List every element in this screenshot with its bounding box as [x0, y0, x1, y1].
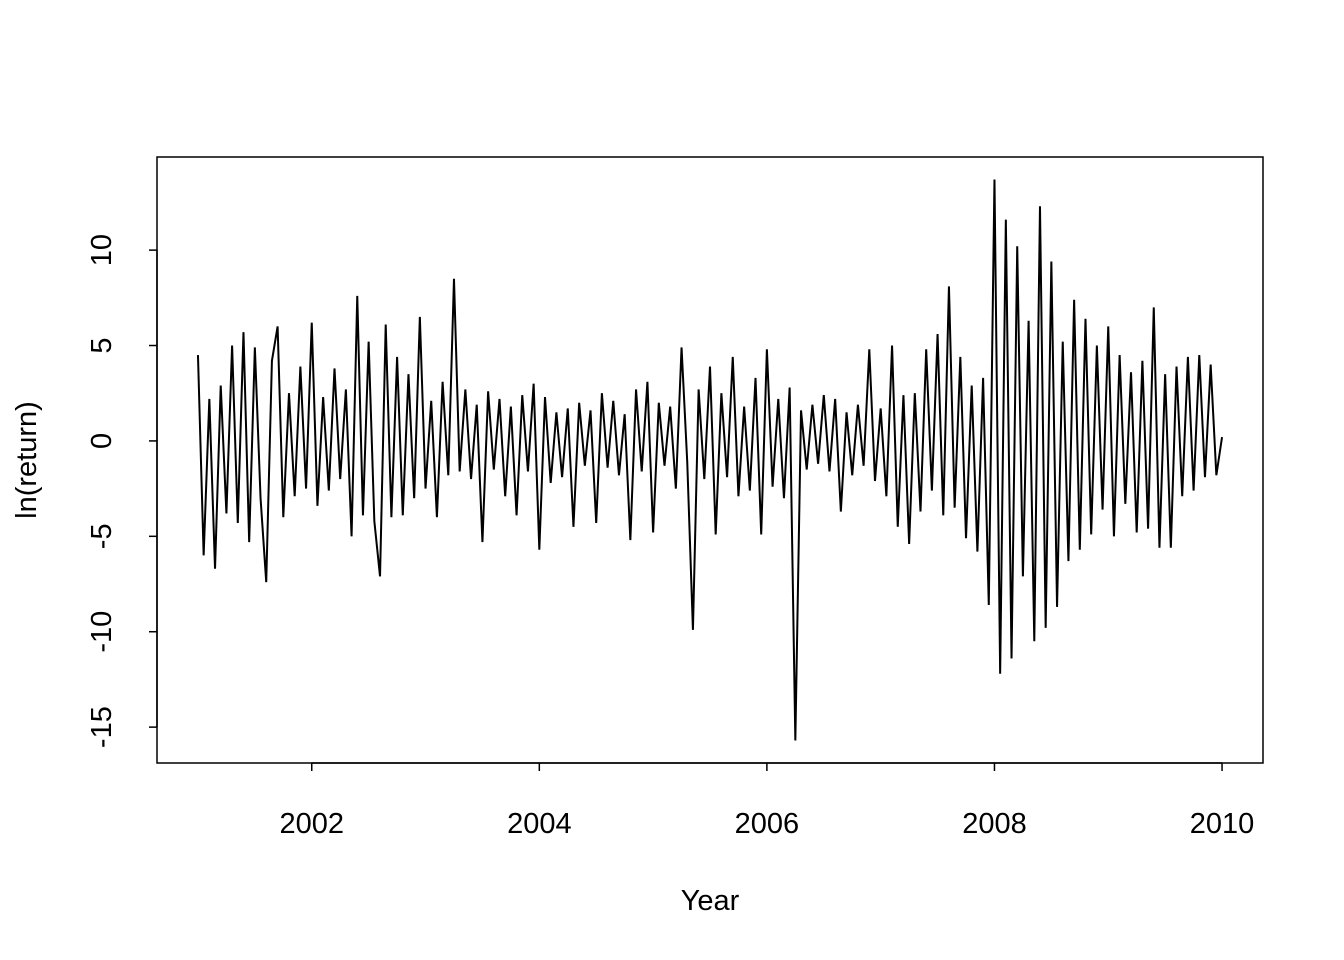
y-tick-label: -15 [86, 706, 118, 748]
x-tick-label: 2008 [962, 808, 1027, 840]
y-tick-label: -5 [86, 523, 118, 549]
plot-box [156, 156, 1264, 764]
x-tick-label: 2004 [507, 808, 572, 840]
y-tick-label: 10 [86, 234, 118, 266]
y-tick-label: 0 [86, 433, 118, 449]
y-tick-label: 5 [86, 337, 118, 353]
x-tick-label: 2010 [1190, 808, 1255, 840]
x-axis-title: Year [681, 885, 740, 917]
x-tick-label: 2006 [735, 808, 800, 840]
series-line [196, 179, 1224, 741]
x-tick-label: 2002 [279, 808, 344, 840]
y-tick-label: -10 [86, 611, 118, 653]
y-axis-title: ln(return) [11, 401, 43, 519]
